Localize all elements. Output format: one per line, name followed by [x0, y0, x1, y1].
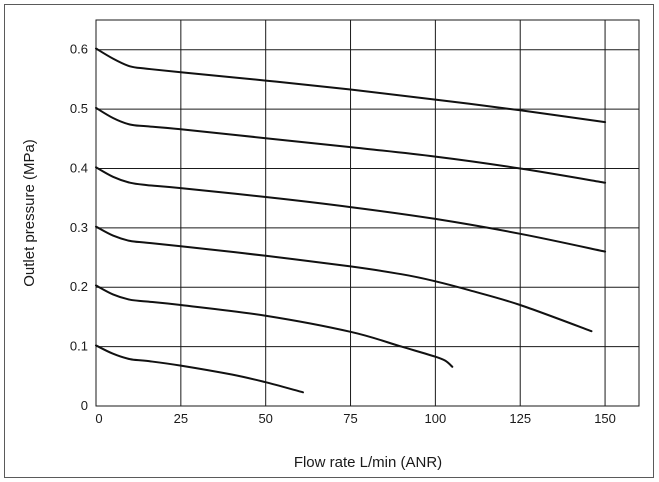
- series-line-5: [95, 284, 454, 368]
- y-tick-label: 0.1: [70, 339, 88, 354]
- y-tick-labels: 0 0.1 0.2 0.3 0.4 0.5 0.6: [70, 42, 88, 413]
- series-line-1: [95, 47, 607, 124]
- y-tick-label: 0.2: [70, 279, 88, 294]
- x-tick-label: 125: [509, 411, 531, 426]
- series-line-3: [95, 166, 607, 253]
- x-tick-label: 25: [174, 411, 188, 426]
- y-tick-label: 0.5: [70, 101, 88, 116]
- y-tick-label: 0: [81, 398, 88, 413]
- x-axis-label: Flow rate L/min (ANR): [294, 454, 442, 471]
- plot-border: [95, 19, 640, 407]
- y-tick-label: 0.3: [70, 220, 88, 235]
- series-lines: [95, 47, 607, 394]
- y-tick-label: 0.4: [70, 160, 88, 175]
- x-tick-label: 75: [343, 411, 357, 426]
- series-line-6: [95, 344, 304, 394]
- series-line-4: [95, 225, 593, 333]
- grid: [95, 20, 639, 407]
- x-tick-label: 150: [594, 411, 616, 426]
- x-tick-labels: 0 25 50 75 100 125 150: [95, 411, 616, 426]
- x-tick-label: 50: [258, 411, 272, 426]
- series-line-2: [95, 106, 607, 184]
- chart-frame: [4, 4, 654, 478]
- y-tick-label: 0.6: [70, 42, 88, 57]
- x-tick-label: 0: [95, 411, 102, 426]
- y-axis-label: Outlet pressure (MPa): [21, 139, 38, 287]
- x-tick-label: 100: [425, 411, 447, 426]
